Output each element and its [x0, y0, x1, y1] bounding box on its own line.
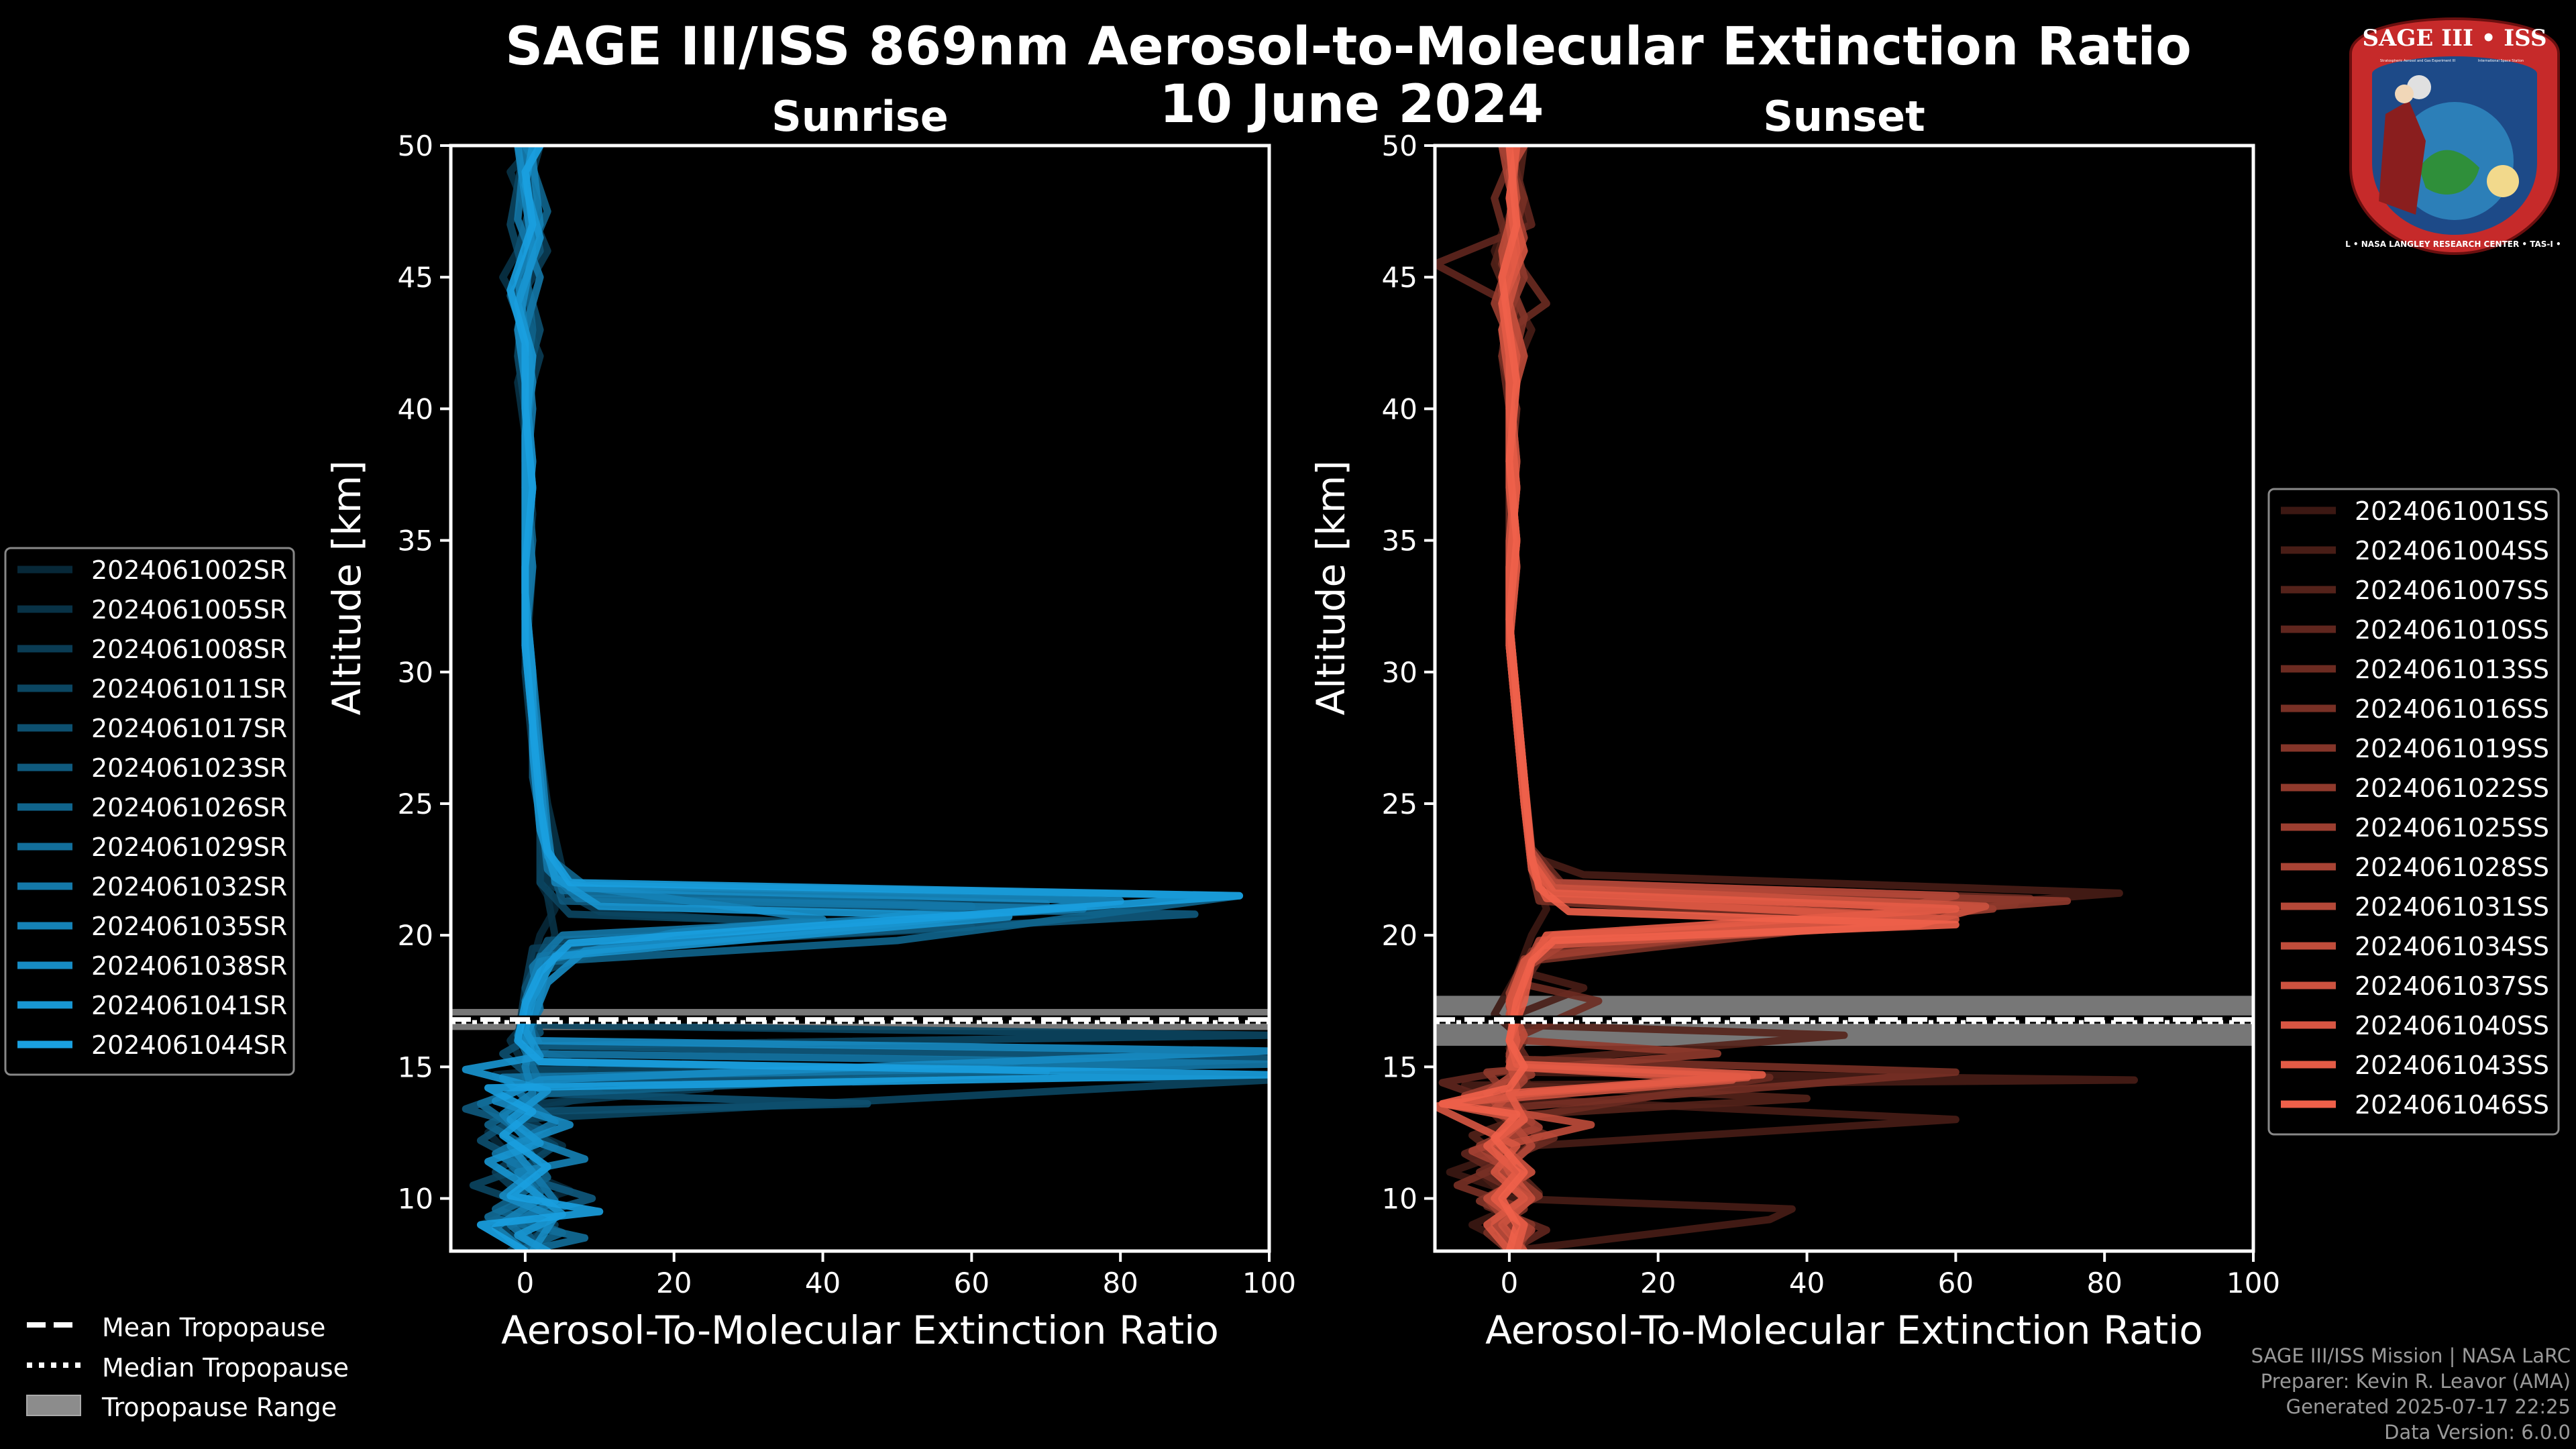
sunset-legend-label-2024061028SS: 2024061028SS — [2355, 853, 2549, 882]
tropopause-legend: Mean Tropopause Median Tropopause Tropopau… — [26, 1313, 349, 1422]
sunset-panel-title: Sunset — [1763, 92, 1925, 141]
sunrise-ytick-label-10: 10 — [398, 1183, 433, 1216]
sunrise-legend-label-2024061002SR: 2024061002SR — [91, 555, 287, 585]
figure-title: SAGE III/ISS 869nm Aerosol-to-Molecular … — [505, 17, 2192, 77]
sunset-legend-label-2024061040SS: 2024061040SS — [2355, 1011, 2549, 1040]
sunrise-legend-label-2024061023SR: 2024061023SR — [91, 753, 287, 783]
sunset-ytick-label-50: 50 — [1382, 129, 1417, 162]
sunrise-xtick-label-100: 100 — [1242, 1267, 1296, 1299]
sunset-legend-label-2024061007SS: 2024061007SS — [2355, 576, 2549, 605]
sunrise-ytick-label-35: 35 — [398, 525, 433, 557]
badge-top-text: SAGE III • ISS — [2362, 25, 2546, 52]
footer: SAGE III/ISS Mission | NASA LaRC Prepare… — [2251, 1343, 2571, 1445]
sunrise-panel: Sunrise 0 20 40 60 80 100 10 15 20 25 30 35 40 45 50 Aer… — [324, 92, 1296, 1353]
footer-data-version: Data Version: 6.0.0 — [2384, 1421, 2571, 1444]
sunset-xtick-label-20: 20 — [1640, 1267, 1676, 1299]
sunset-ytick-label-25: 25 — [1382, 788, 1417, 820]
sunrise-xtick-label-80: 80 — [1102, 1267, 1138, 1299]
sunset-xtick-label-60: 60 — [1938, 1267, 1974, 1299]
sunrise-ytick-label-50: 50 — [398, 129, 433, 162]
sunset-ytick-label-35: 35 — [1382, 525, 1417, 557]
sunrise-legend-label-2024061041SR: 2024061041SR — [91, 991, 287, 1020]
sunrise-ytick-label-25: 25 — [398, 788, 433, 820]
sunrise-legend: 2024061002SR 2024061005SR 2024061008SR 2024… — [4, 547, 295, 1076]
sunrise-xtick-label-60: 60 — [954, 1267, 989, 1299]
sunrise-legend-box — [4, 547, 295, 1076]
sunrise-ytick-label-40: 40 — [398, 392, 433, 425]
sunrise-legend-label-2024061011SR: 2024061011SR — [91, 674, 287, 704]
tropopause-range-swatch — [26, 1395, 81, 1416]
footer-mission: SAGE III/ISS Mission | NASA LaRC — [2251, 1344, 2571, 1367]
sunset-legend-label-2024061034SS: 2024061034SS — [2355, 932, 2549, 961]
sunrise-series-2024061044SR — [476, 146, 1269, 1251]
sunset-ylabel: Altitude [km] — [1308, 460, 1354, 715]
sunset-xtick-label-100: 100 — [2226, 1267, 2280, 1299]
sunset-ytick-label-40: 40 — [1382, 392, 1417, 425]
sunrise-legend-label-2024061026SR: 2024061026SR — [91, 793, 287, 822]
badge-ring-text: BALL • NASA LANGLEY RESEARCH CENTER • TA… — [2345, 239, 2564, 249]
sunset-ytick-label-15: 15 — [1382, 1051, 1417, 1083]
sunset-xtick-label-0: 0 — [1501, 1267, 1519, 1299]
sunrise-legend-label-2024061017SR: 2024061017SR — [91, 714, 287, 743]
sunset-legend-label-2024061025SS: 2024061025SS — [2355, 813, 2549, 843]
sunset-xtick-label-80: 80 — [2086, 1267, 2122, 1299]
sunset-axes-frame — [1433, 144, 2255, 1253]
sunrise-ytick-label-15: 15 — [398, 1051, 433, 1083]
sunset-legend-label-2024061037SS: 2024061037SS — [2355, 971, 2549, 1001]
sunset-panel: Sunset 0 20 40 60 80 100 10 15 20 25 30 35 40 45 50 Aero… — [1308, 92, 2280, 1353]
sunset-legend-label-2024061046SS: 2024061046SS — [2355, 1090, 2549, 1120]
sunset-series-2024061046SS — [1438, 146, 1960, 1251]
sunset-ytick-label-30: 30 — [1382, 656, 1417, 689]
sunrise-legend-label-2024061038SR: 2024061038SR — [91, 951, 287, 981]
sunrise-legend-label-2024061032SR: 2024061032SR — [91, 872, 287, 902]
median-tropopause-label: Median Tropopause — [102, 1353, 349, 1383]
sunrise-xtick-label-40: 40 — [805, 1267, 841, 1299]
sunset-legend-label-2024061004SS: 2024061004SS — [2355, 536, 2549, 566]
sunset-legend-label-2024061031SS: 2024061031SS — [2355, 892, 2549, 922]
sunrise-panel-title: Sunrise — [771, 92, 949, 141]
tropopause-range-label: Tropopause Range — [101, 1393, 337, 1422]
sunset-xlabel: Aerosol-To-Molecular Extinction Ratio — [1485, 1307, 2203, 1353]
sunrise-legend-label-2024061035SR: 2024061035SR — [91, 912, 287, 941]
sunset-legend-label-2024061022SS: 2024061022SS — [2355, 773, 2549, 803]
mean-tropopause-label: Mean Tropopause — [102, 1313, 325, 1342]
sunrise-legend-label-2024061029SR: 2024061029SR — [91, 833, 287, 862]
sunrise-ylabel: Altitude [km] — [324, 460, 370, 715]
sunset-legend: 2024061001SS 2024061004SS 2024061007SS 2024… — [2267, 488, 2560, 1136]
sunset-legend-label-2024061043SS: 2024061043SS — [2355, 1051, 2549, 1080]
sunrise-legend-label-2024061044SR: 2024061044SR — [91, 1030, 287, 1060]
sunset-ytick-label-45: 45 — [1382, 261, 1417, 294]
sunset-legend-box — [2267, 488, 2560, 1136]
footer-preparer: Preparer: Kevin R. Leavor (AMA) — [2260, 1370, 2571, 1393]
sunrise-xlabel: Aerosol-To-Molecular Extinction Ratio — [501, 1307, 1219, 1353]
badge-sub-left: Stratospheric Aerosol and Gas Experiment… — [2380, 59, 2455, 63]
sunset-legend-label-2024061010SS: 2024061010SS — [2355, 615, 2549, 645]
footer-generated: Generated 2025-07-17 22:25 — [2286, 1395, 2571, 1418]
sunrise-legend-label-2024061008SR: 2024061008SR — [91, 635, 287, 664]
sunrise-axes-frame — [449, 144, 1271, 1253]
sunset-ytick-label-10: 10 — [1382, 1183, 1417, 1216]
sunrise-ytick-label-30: 30 — [398, 656, 433, 689]
sunrise-xtick-label-0: 0 — [517, 1267, 535, 1299]
sunset-legend-label-2024061001SS: 2024061001SS — [2355, 496, 2549, 526]
sunset-legend-label-2024061016SS: 2024061016SS — [2355, 694, 2549, 724]
sunset-ytick-label-20: 20 — [1382, 919, 1417, 952]
sunset-xtick-label-40: 40 — [1789, 1267, 1825, 1299]
badge-sub-right: International Space Station — [2478, 59, 2524, 63]
figure-date: 10 June 2024 — [1160, 74, 1544, 135]
sunset-legend-label-2024061013SS: 2024061013SS — [2355, 655, 2549, 684]
sunrise-series-2024061041SR — [462, 146, 1013, 1251]
sunrise-ytick-label-20: 20 — [398, 919, 433, 952]
sunrise-data — [451, 146, 1269, 1251]
sunrise-legend-label-2024061005SR: 2024061005SR — [91, 595, 287, 625]
sunrise-xtick-label-20: 20 — [656, 1267, 692, 1299]
sunrise-ytick-label-45: 45 — [398, 261, 433, 294]
sage-mission-badge: SAGE III • ISS Stratospheric Aerosol and… — [2345, 17, 2564, 256]
sunset-data — [1435, 146, 2253, 1251]
sunset-legend-label-2024061019SS: 2024061019SS — [2355, 734, 2549, 763]
